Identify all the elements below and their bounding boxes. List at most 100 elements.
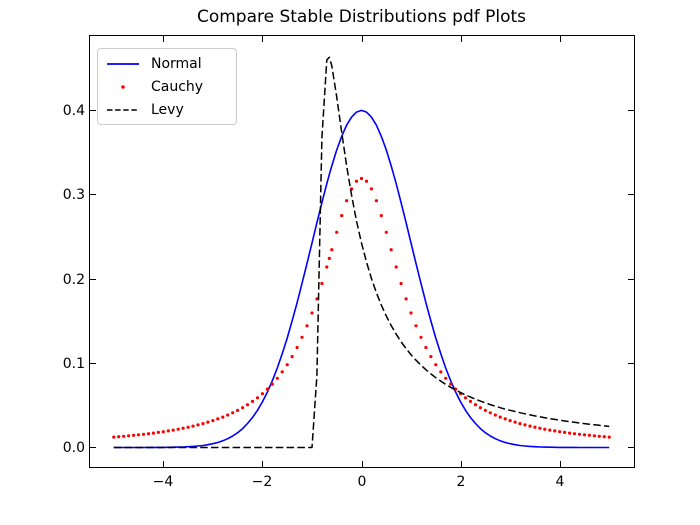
cauchy-point (166, 429, 170, 433)
cauchy-point (216, 417, 220, 421)
cauchy-point (146, 432, 151, 436)
legend-label: Levy (151, 101, 184, 118)
cauchy-point (340, 214, 344, 218)
cauchy-point (419, 335, 423, 339)
cauchy-point (369, 187, 373, 191)
cauchy-point (305, 324, 309, 328)
x-tick-label: −4 (153, 474, 174, 490)
cauchy-point (310, 311, 314, 315)
levy-line-icon (106, 99, 140, 121)
cauchy-point (156, 430, 160, 434)
x-tick-label: −2 (252, 474, 273, 490)
cauchy-point (245, 403, 250, 407)
cauchy-point (354, 179, 359, 183)
plot-border (89, 35, 635, 468)
cauchy-point (577, 432, 582, 436)
cauchy-point (503, 417, 507, 421)
cauchy-point (132, 433, 136, 437)
cauchy-point (404, 297, 408, 301)
cauchy-point (607, 435, 611, 439)
y-tick-label: 0.3 (63, 187, 85, 203)
cauchy-point (325, 265, 329, 269)
legend-entry-normal: Normal (106, 52, 230, 75)
cauchy-point (513, 420, 517, 424)
cauchy-point (602, 435, 606, 439)
cauchy-point (136, 433, 141, 437)
cauchy-point (181, 426, 185, 430)
cauchy-point (241, 406, 245, 410)
cauchy-point (221, 415, 225, 419)
cauchy-point (429, 355, 433, 359)
x-tick-label: 4 (556, 474, 565, 490)
cauchy-point (409, 311, 413, 315)
legend-entry-cauchy: Cauchy (106, 75, 230, 98)
y-tick-label: 0.2 (63, 272, 85, 288)
cauchy-point (493, 413, 497, 417)
cauchy-point (384, 230, 388, 234)
cauchy-point (290, 355, 294, 359)
legend-label: Cauchy (151, 78, 204, 95)
cauchy-point (563, 430, 567, 434)
cauchy-point (201, 422, 205, 426)
cauchy-marker-icon (106, 76, 140, 98)
cauchy-point (270, 382, 274, 386)
chart-title: Compare Stable Distributions pdf Plots (196, 7, 527, 27)
cauchy-point (528, 424, 532, 428)
cauchy-point (543, 427, 547, 431)
cauchy-point (112, 435, 116, 439)
cauchy-point (364, 179, 369, 183)
cauchy-point (508, 419, 512, 423)
cauchy-point (568, 431, 572, 435)
cauchy-point (171, 428, 175, 432)
cauchy-point (122, 434, 126, 438)
cauchy-point (592, 434, 597, 438)
cauchy-point (558, 430, 562, 434)
cauchy-point (399, 281, 403, 286)
cauchy-point (359, 176, 364, 181)
cauchy-point (389, 248, 393, 252)
cauchy-point (478, 406, 482, 410)
x-tick-label: 0 (358, 474, 367, 490)
cauchy-point (141, 432, 146, 436)
cauchy-point (553, 429, 557, 433)
cauchy-point (320, 281, 324, 286)
cauchy-point (374, 199, 378, 203)
cauchy-point (211, 419, 215, 423)
cauchy-point (345, 199, 349, 203)
cauchy-point (260, 392, 264, 396)
cauchy-point (151, 431, 155, 435)
cauchy-point (250, 399, 255, 403)
cauchy-point (196, 423, 200, 427)
cauchy-point (315, 297, 319, 301)
cauchy-point (597, 434, 601, 438)
cauchy-point (468, 399, 473, 403)
cauchy-point (488, 411, 492, 415)
cauchy-point (414, 324, 418, 328)
cauchy-point (206, 420, 210, 424)
cauchy-point (161, 430, 165, 434)
cauchy-point (300, 335, 304, 339)
cauchy-point (449, 382, 453, 386)
cauchy-point (379, 214, 383, 218)
cauchy-point (191, 424, 195, 428)
cauchy-point (265, 387, 269, 391)
cauchy-point (186, 425, 190, 429)
cauchy-point (394, 265, 398, 269)
cauchy-point (176, 427, 180, 431)
cauchy-point (280, 370, 284, 374)
cauchy-point (255, 396, 260, 400)
cauchy-point (483, 408, 487, 412)
y-tick-label: 0.0 (63, 440, 85, 456)
cauchy-point (236, 408, 240, 412)
cauchy-point (533, 425, 537, 429)
cauchy-point (454, 387, 458, 391)
cauchy-point (548, 428, 552, 432)
x-tick-label: 2 (457, 474, 466, 490)
cauchy-point (327, 256, 331, 260)
cauchy-point (439, 370, 443, 374)
cauchy-point (582, 433, 587, 437)
cauchy-point (518, 422, 522, 426)
cauchy-point (226, 413, 230, 417)
